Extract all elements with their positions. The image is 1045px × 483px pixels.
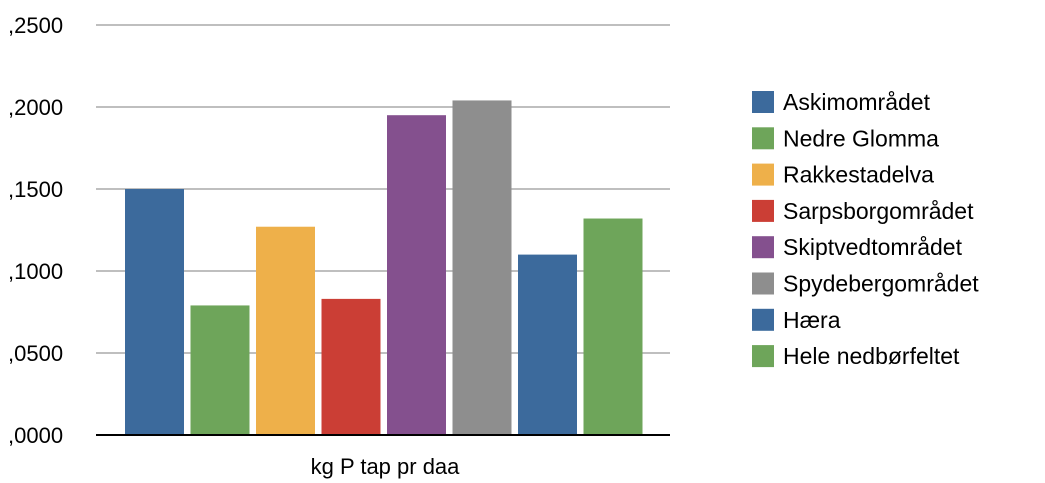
- legend-label: Nedre Glomma: [783, 125, 939, 151]
- bar-spydebergområdet: [452, 100, 512, 435]
- legend-swatch: [752, 163, 774, 186]
- x-axis-label: kg P tap pr daa: [311, 454, 461, 479]
- legend: Askimområdet Nedre Glomma Rakkestadelva Sar…: [752, 89, 979, 369]
- legend-swatch: [752, 308, 774, 331]
- legend-label: Askimområdet: [783, 89, 931, 115]
- legend-label: Hæra: [783, 307, 841, 333]
- legend-swatch: [752, 127, 774, 150]
- legend-label: Hele nedbørfeltet: [783, 343, 960, 369]
- y-tick-label: ,1500: [8, 177, 63, 202]
- bars: [125, 100, 643, 435]
- legend-swatch: [752, 272, 774, 295]
- y-tick-label: ,2500: [8, 13, 63, 38]
- legend-label: Spydebergområdet: [783, 271, 979, 297]
- bar-sarpsborgområdet: [321, 298, 381, 435]
- legend-swatch: [752, 236, 774, 259]
- legend-label: Rakkestadelva: [783, 162, 934, 188]
- bar-hele-nedbørfeltet: [583, 218, 643, 435]
- legend-label: Skiptvedtområdet: [783, 234, 963, 260]
- bar-skiptvedtområdet: [387, 115, 446, 435]
- legend-swatch: [752, 199, 774, 222]
- y-tick-label: ,0500: [8, 341, 63, 366]
- y-axis-tick-labels: ,0000 ,0500 ,1000 ,1500 ,2000 ,2500: [8, 13, 63, 448]
- bar-rakkestadelva: [256, 226, 315, 435]
- legend-swatch: [752, 345, 774, 368]
- y-tick-label: ,0000: [8, 423, 63, 448]
- legend-swatch: [752, 91, 774, 113]
- legend-label: Sarpsborgområdet: [783, 198, 974, 224]
- bar-nedre-glomma: [190, 305, 250, 435]
- y-tick-label: ,1000: [8, 259, 63, 284]
- bar-askimområdet: [125, 189, 184, 435]
- bar-hæra: [518, 254, 577, 435]
- y-tick-label: ,2000: [8, 95, 63, 120]
